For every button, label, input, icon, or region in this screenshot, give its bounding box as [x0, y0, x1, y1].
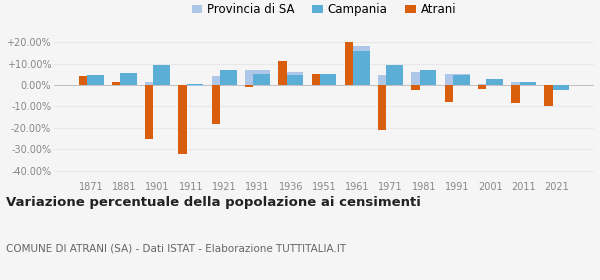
Bar: [453, 75, 470, 85]
Bar: [353, 51, 370, 85]
Bar: [386, 65, 403, 85]
Bar: [79, 76, 87, 85]
Bar: [212, 85, 220, 123]
Bar: [511, 85, 520, 103]
Bar: [445, 85, 453, 102]
Bar: [478, 85, 486, 89]
Bar: [345, 42, 353, 85]
Bar: [486, 79, 503, 85]
Bar: [120, 73, 137, 85]
Bar: [87, 75, 104, 85]
Bar: [378, 85, 386, 130]
Bar: [154, 65, 170, 85]
Bar: [253, 74, 270, 85]
Bar: [287, 75, 303, 85]
Bar: [245, 70, 270, 85]
Text: COMUNE DI ATRANI (SA) - Dati ISTAT - Elaborazione TUTTITALIA.IT: COMUNE DI ATRANI (SA) - Dati ISTAT - Ela…: [6, 244, 346, 254]
Bar: [445, 74, 470, 85]
Bar: [544, 85, 569, 89]
Bar: [520, 82, 536, 85]
Bar: [145, 85, 154, 139]
Bar: [278, 61, 287, 85]
Bar: [212, 76, 236, 85]
Legend: Provincia di SA, Campania, Atrani: Provincia di SA, Campania, Atrani: [187, 0, 461, 21]
Bar: [544, 85, 553, 106]
Bar: [187, 84, 203, 85]
Bar: [419, 70, 436, 85]
Bar: [345, 46, 370, 85]
Bar: [79, 78, 104, 85]
Text: Variazione percentuale della popolazione ai censimenti: Variazione percentuale della popolazione…: [6, 196, 421, 209]
Bar: [178, 85, 203, 86]
Bar: [378, 75, 403, 85]
Bar: [511, 82, 536, 85]
Bar: [311, 74, 320, 85]
Bar: [553, 85, 569, 90]
Bar: [112, 82, 120, 85]
Bar: [311, 74, 337, 85]
Bar: [412, 72, 436, 85]
Bar: [145, 82, 170, 85]
Bar: [320, 74, 337, 85]
Bar: [245, 85, 253, 87]
Bar: [412, 85, 419, 90]
Bar: [478, 84, 503, 85]
Bar: [178, 85, 187, 153]
Bar: [112, 83, 137, 85]
Bar: [278, 72, 303, 85]
Bar: [220, 70, 236, 85]
